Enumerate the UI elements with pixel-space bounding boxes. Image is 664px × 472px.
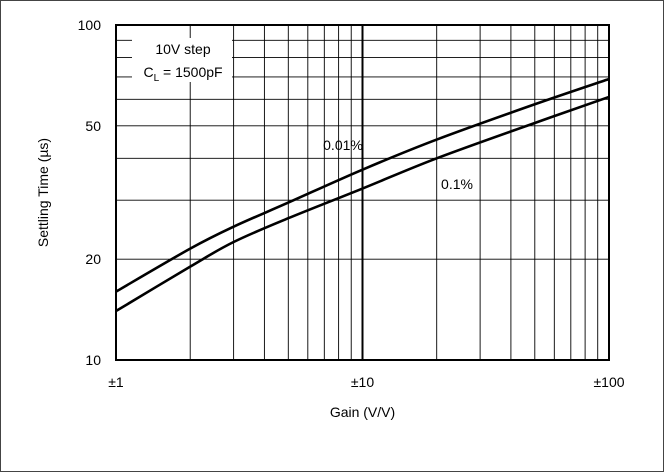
condition-step: 10V step: [155, 41, 210, 57]
x-tick-label: ±100: [593, 374, 624, 390]
series-label-0-01-percent: 0.01%: [323, 137, 363, 153]
y-tick-label: 10: [85, 352, 101, 368]
conditions-box-background: [132, 38, 232, 82]
x-tick-label: ±10: [351, 374, 374, 390]
y-tick-label: 20: [85, 251, 101, 267]
series-layer: [115, 77, 610, 313]
y-axis-label: Settling Time (µs): [35, 138, 51, 247]
series-line-0: [115, 77, 610, 293]
capacitance-symbol: C: [143, 64, 153, 80]
series-line-1: [115, 95, 610, 313]
x-tick-label: ±1: [108, 374, 124, 390]
y-tick-label: 100: [78, 17, 102, 33]
x-axis-label: Gain (V/V): [330, 404, 395, 420]
x-tick-labels: ±1 ±10 ±100: [108, 374, 624, 390]
y-tick-labels: 10 20 50 100: [78, 17, 102, 368]
capacitance-subscript: L: [154, 73, 160, 84]
y-tick-label: 50: [85, 118, 101, 134]
series-label-0-1-percent: 0.1%: [441, 176, 473, 192]
condition-load-capacitance: CL = 1500pF: [143, 64, 222, 84]
capacitance-value: = 1500pF: [159, 64, 222, 80]
